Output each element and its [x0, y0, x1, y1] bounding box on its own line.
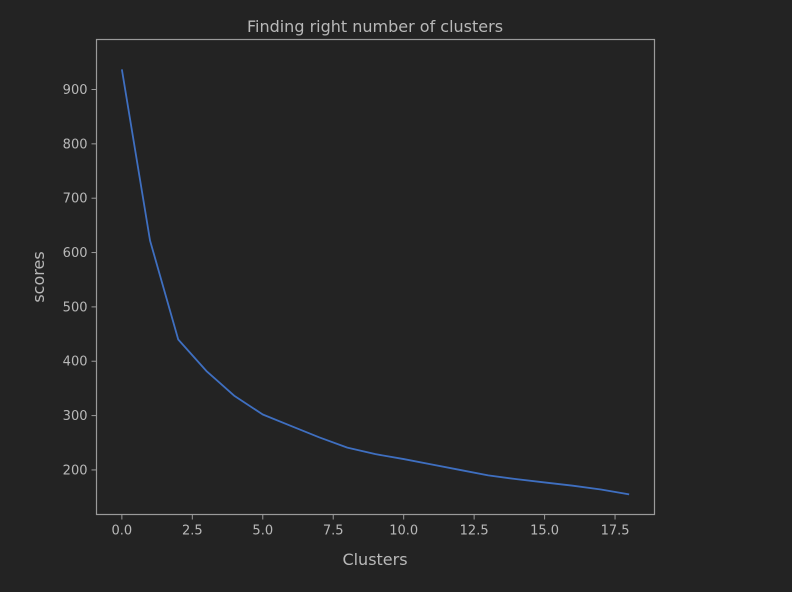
- x-axis: 0.0 2.5 5.0 7.5 10.0 12.5 15.0 17.5: [112, 514, 630, 539]
- x-tick-label: 17.5: [601, 524, 630, 539]
- plot-area: [95, 38, 656, 516]
- y-tick-label: 500: [63, 300, 88, 315]
- x-tick-label: 12.5: [460, 524, 489, 539]
- x-tick-label: 10.0: [389, 524, 418, 539]
- series-line: [120, 69, 630, 496]
- x-tick-label: 0.0: [112, 524, 133, 539]
- x-tick-label: 2.5: [182, 524, 203, 539]
- y-tick-label: 300: [63, 409, 88, 424]
- x-tick-label: 15.0: [530, 524, 559, 539]
- chart-title: Finding right number of clusters: [247, 17, 503, 36]
- y-axis-label: scores: [29, 251, 48, 302]
- y-tick-label: 900: [63, 83, 88, 98]
- x-axis-label: Clusters: [342, 550, 407, 569]
- x-tick-label: 5.0: [252, 524, 273, 539]
- x-tick-label: 7.5: [323, 524, 344, 539]
- y-tick-label: 600: [63, 246, 88, 261]
- y-tick-label: 800: [63, 137, 88, 152]
- y-tick-label: 200: [63, 463, 88, 478]
- y-tick-label: 700: [63, 192, 88, 207]
- y-axis: 200 300 400 500 600 700 800 900: [63, 83, 97, 478]
- y-tick-label: 400: [63, 355, 88, 370]
